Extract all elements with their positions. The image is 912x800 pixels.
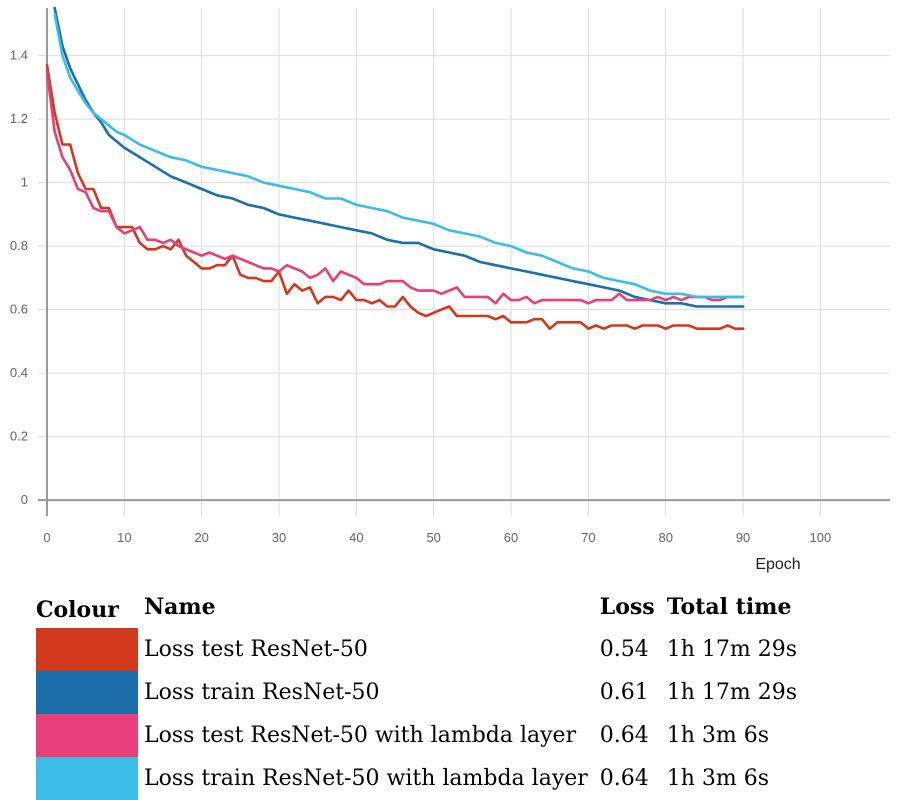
grid bbox=[38, 8, 890, 516]
x-tick-label: 10 bbox=[117, 530, 131, 545]
legend-row: Loss train ResNet-50 0.61 1h 17m 29s bbox=[36, 671, 803, 714]
legend-name: Loss test ResNet-50 bbox=[144, 637, 368, 662]
x-tick-label: 60 bbox=[504, 530, 518, 545]
series-lines bbox=[45, 6, 745, 330]
legend-loss: 0.61 bbox=[599, 680, 649, 705]
header-total-time: Total time bbox=[666, 594, 792, 620]
y-tick-label: 0.8 bbox=[10, 238, 28, 253]
legend-loss: 0.54 bbox=[599, 637, 649, 662]
legend-name: Loss test ResNet-50 with lambda layer bbox=[144, 723, 577, 748]
series-line-loss-train-resnet-50-with-lambda-layer bbox=[53, 13, 745, 299]
series-line-loss-train-resnet-50 bbox=[53, 6, 745, 308]
legend-total-time: 1h 17m 29s bbox=[666, 680, 797, 705]
y-tick-label: 1.2 bbox=[10, 111, 28, 126]
legend-total-time: 1h 17m 29s bbox=[666, 637, 797, 662]
colour-swatch bbox=[36, 757, 138, 800]
x-tick-label: 70 bbox=[581, 530, 595, 545]
y-tick-label: 0.2 bbox=[10, 429, 28, 444]
legend-swatch-cell bbox=[36, 628, 138, 671]
x-axis-title: Epoch bbox=[755, 556, 800, 573]
x-tick-label: 20 bbox=[194, 530, 208, 545]
series-line-loss-test-resnet-50 bbox=[45, 63, 745, 330]
legend-total-time: 1h 3m 6s bbox=[666, 766, 770, 791]
series-line-loss-test-resnet-50-with-lambda-layer bbox=[45, 70, 745, 305]
axes bbox=[38, 8, 890, 516]
x-tick-label: 40 bbox=[349, 530, 363, 545]
tick-labels: 0 10 20 30 40 50 60 70 80 90 100 0 0.2 0.4 0.6 0.8 1 1.2 1… bbox=[10, 48, 831, 545]
legend-header-row: Colour Name Loss Total time bbox=[36, 592, 803, 628]
legend-row: Loss test ResNet-50 0.54 1h 17m 29s bbox=[36, 628, 803, 671]
x-tick-label: 100 bbox=[810, 530, 832, 545]
header-loss: Loss bbox=[599, 594, 655, 620]
legend-loss: 0.64 bbox=[599, 766, 649, 791]
y-tick-label: 1.4 bbox=[10, 48, 28, 63]
legend-name: Loss train ResNet-50 bbox=[144, 680, 380, 705]
x-tick-label: 90 bbox=[736, 530, 750, 545]
x-tick-label: 50 bbox=[426, 530, 440, 545]
y-tick-label: 0 bbox=[21, 492, 28, 507]
y-tick-label: 0.6 bbox=[10, 302, 28, 317]
legend-swatch-cell bbox=[36, 671, 138, 714]
y-tick-label: 1 bbox=[21, 175, 28, 190]
legend-swatch-cell bbox=[36, 714, 138, 757]
header-name: Name bbox=[144, 594, 216, 620]
x-tick-label: 0 bbox=[43, 530, 50, 545]
legend-row: Loss train ResNet-50 with lambda layer 0… bbox=[36, 757, 803, 800]
legend-total-time: 1h 3m 6s bbox=[666, 723, 770, 748]
legend-row: Loss test ResNet-50 with lambda layer 0.… bbox=[36, 714, 803, 757]
x-tick-label: 30 bbox=[272, 530, 286, 545]
y-tick-label: 0.4 bbox=[10, 365, 28, 380]
x-tick-label: 80 bbox=[658, 530, 672, 545]
legend-table: Colour Name Loss Total time Loss test Re… bbox=[36, 592, 803, 800]
colour-swatch bbox=[36, 671, 138, 714]
legend-name: Loss train ResNet-50 with lambda layer bbox=[144, 766, 588, 791]
legend-loss: 0.64 bbox=[599, 723, 649, 748]
colour-swatch bbox=[36, 628, 138, 671]
legend-swatch-cell bbox=[36, 757, 138, 800]
loss-chart: 0 10 20 30 40 50 60 70 80 90 100 0 0.2 0.4 0.6 0.8 1 1.2 1… bbox=[10, 6, 890, 573]
colour-swatch bbox=[36, 714, 138, 757]
header-colour: Colour bbox=[36, 597, 119, 623]
